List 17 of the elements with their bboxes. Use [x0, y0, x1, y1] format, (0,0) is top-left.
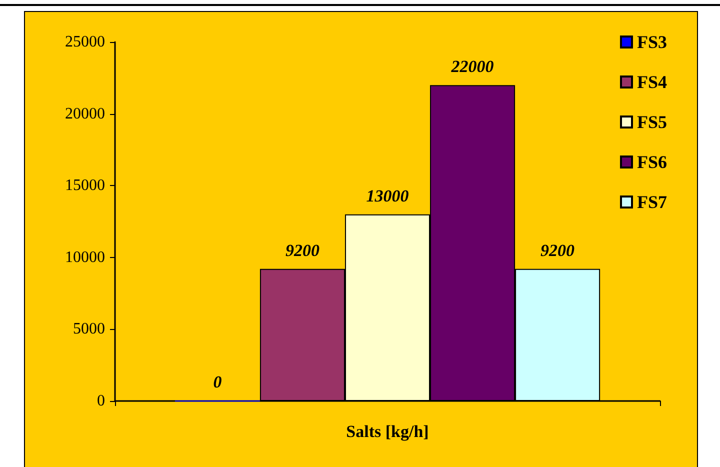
legend-label: FS6 [636, 152, 668, 172]
legend-label: FS5 [636, 112, 668, 132]
y-tick-label: 20000 [65, 105, 105, 122]
data-label: 0 [213, 372, 222, 392]
legend-label: FS3 [636, 32, 668, 52]
data-label: 13000 [366, 186, 410, 206]
y-tick-label: 0 [97, 392, 105, 410]
data-label: 9200 [285, 240, 320, 260]
y-tick-label: 25000 [65, 34, 105, 50]
y-tick-label: 15000 [65, 177, 105, 194]
legend-label: FS4 [636, 72, 668, 92]
legend-label: FS7 [636, 192, 668, 212]
data-label: 22000 [450, 57, 494, 76]
y-tick-label: 10000 [65, 248, 105, 266]
x-tick-label: Salts [kg/h] [346, 422, 429, 441]
data-label: 9200 [540, 240, 576, 260]
y-tick-label: 5000 [73, 320, 105, 338]
